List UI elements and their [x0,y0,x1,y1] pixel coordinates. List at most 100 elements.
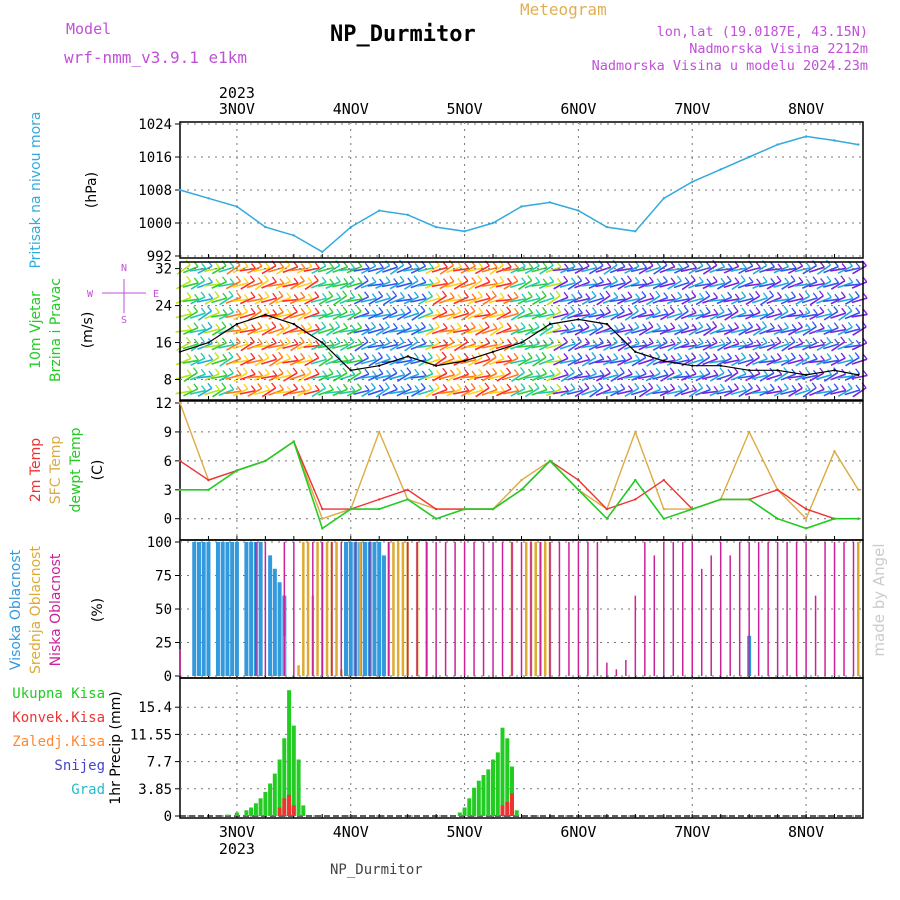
wind-speed-line-point [833,369,836,372]
location-coordinates: lon,lat (19.0187E, 43.15N) [656,24,868,40]
panel-temp: 0 3 6 9 12 [155,396,864,541]
dewpt-axis-label: dewpt Temp [68,427,84,512]
total-precip-bar [263,792,268,816]
y-tick-label: 32 [155,262,172,278]
dewpt-line-point [520,488,523,491]
temp-2m-line [179,440,859,520]
dewpt-line-point [857,517,860,520]
total-precip-bar [268,783,273,816]
sfc-temp-line-point [833,450,836,453]
dewpt-line-point [406,498,409,501]
sfc-temp-line-point [857,488,860,491]
y-tick-label: 992 [147,249,172,265]
wind-barbs-field [175,259,868,398]
y-tick-label: 1016 [138,150,172,166]
total-precip-bar [481,775,486,816]
dewpt-line-point [178,488,182,491]
dewpt-line-point [207,488,210,491]
pressure-line-point [491,221,495,225]
y-tick-label: 15.4 [138,700,172,716]
sfc-temp-line-point [634,430,637,434]
legend-snow: Snijeg [54,758,105,774]
pressure-line-point [378,209,381,212]
y-tick-label: 8 [164,373,172,389]
total-precip-bar [467,798,472,816]
conv-precip-bar [500,805,505,816]
temp-2m-line-point [776,488,779,491]
dewpt-line-point [605,517,609,520]
wind-speed-line-point [207,341,210,344]
date-label-bottom: 8NOV [788,823,824,841]
pressure-line-point [406,213,409,216]
sfc-temp-line-point [804,517,808,520]
wind-speed-line-point [520,341,523,344]
conv-precip-bar [291,805,296,816]
panel-wind: 8 16 24 32 [155,261,864,401]
compass-n: N [121,263,127,274]
y-tick-label: 9 [164,425,172,441]
y-tick-label: 16 [155,336,172,352]
sfc-temp-line-point [748,430,751,434]
panel-frame-pressure [179,121,864,259]
total-precip-bar [510,766,514,816]
pressure-line-point [434,225,438,229]
total-precip-bar [244,810,249,816]
total-precip-bar [457,812,462,816]
temp-2m-line-point [804,507,808,511]
year-label-bottom: 2023 [219,840,255,858]
total-precip-bar [282,738,287,816]
total-precip-bar [462,807,467,816]
temp-2m-line-point [406,488,409,491]
wind-speed-line-point [178,350,182,353]
wind-speed-line-point [264,313,267,316]
y-tick-label: 0 [164,669,172,685]
wind-speed-line-point [691,364,694,367]
dewpt-line-point [748,498,751,501]
sfc-temp-line-point [178,401,182,405]
y-tick-label: 7.7 [147,755,172,771]
panel-frame-temp [179,400,864,541]
footer-station-name: NP_Durmitor [330,862,423,878]
y-tick-label: 11.55 [130,727,172,743]
sfc-temp-axis-label: SFC Temp [48,436,64,505]
conv-precip-bar [277,807,282,816]
pressure-line-point [178,188,182,192]
sfc-temp-line-point [520,478,523,482]
dewpt-line [180,440,859,530]
y-tick-label: 50 [155,602,172,618]
wind-speed-line-point [463,359,466,363]
pressure-line-point [776,143,779,146]
wind-axis-label-1: 10m Vjetar [28,291,44,369]
date-label-top: 7NOV [674,100,710,118]
wind-axis-label-2: Brzina i Pravac [48,278,64,382]
temp-2m-line-point [321,507,324,511]
pressure-line-point [548,201,552,204]
date-label-bottom: 6NOV [560,823,596,841]
page-title: NP_Durmitor [330,22,476,47]
dewpt-line-point [292,440,295,443]
conv-precip-bar [282,798,287,816]
total-precip-bar [234,812,239,816]
pressure-line-point [857,143,860,146]
dewpt-line-point [833,517,836,520]
sfc-temp-line-point [378,430,381,434]
y-tick-label: 3 [164,483,172,499]
date-label-top: 6NOV [560,100,596,118]
total-precip-bar [495,752,500,816]
sfc-temp-line [179,402,859,520]
date-label-top: 4NOV [333,100,369,118]
temp-2m-axis-label: 2m Temp [28,438,44,502]
total-precip-bar [296,759,301,816]
y-tick-label: 24 [155,299,172,315]
cloud-unit-label: (%) [90,598,106,622]
wind-speed-line-point [548,322,552,326]
compass-s: S [121,315,127,326]
total-precip-bar [253,803,258,816]
wind-speed-line-point [577,318,580,321]
y-tick-label: 100 [147,535,172,551]
wind-speed-line-point [491,350,495,353]
date-label-bottom: 3NOV [219,823,255,841]
temp-2m-line-point [178,459,182,463]
